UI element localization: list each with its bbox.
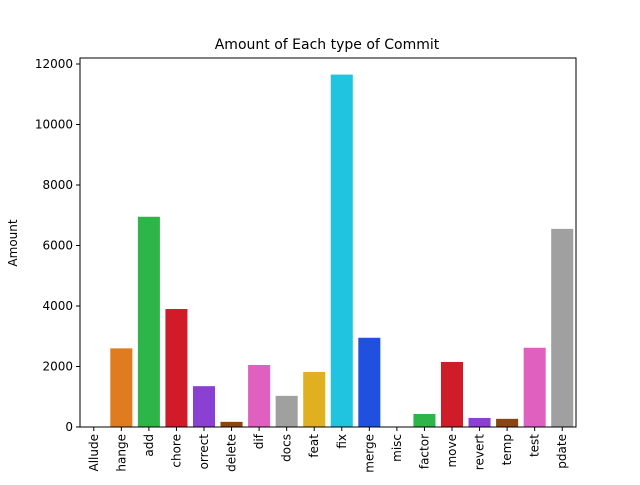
bar-factor xyxy=(413,413,436,427)
x-tick-label: move xyxy=(445,434,459,468)
x-tick-label: misc xyxy=(390,434,404,462)
y-tick-label: 8000 xyxy=(42,178,73,192)
bar-merge xyxy=(358,337,381,427)
y-tick-label: 0 xyxy=(65,420,73,434)
x-tick-label: revert xyxy=(473,434,487,470)
y-tick-label: 12000 xyxy=(35,57,73,71)
x-tick-label: factor xyxy=(417,434,431,469)
bar-dif xyxy=(248,364,271,427)
bar-delete xyxy=(220,421,243,427)
y-axis: 0 2000 4000 6000 8000 10000 12000 xyxy=(35,57,80,434)
plot-frame xyxy=(79,57,577,428)
bar-orrect xyxy=(192,386,216,427)
bar-chore xyxy=(165,309,188,427)
bar-docs xyxy=(275,395,298,427)
bar-move xyxy=(440,361,464,427)
y-tick-label: 4000 xyxy=(42,299,73,313)
x-axis: Allude hange add chore orrect delete dif docs fe… xyxy=(87,427,569,473)
x-tick-label: merge xyxy=(362,434,376,473)
bar-pdate xyxy=(551,228,574,427)
x-tick-label: docs xyxy=(280,434,294,462)
bars-layer xyxy=(110,74,574,427)
x-tick-label: fix xyxy=(335,434,349,449)
x-tick-label: add xyxy=(142,434,156,457)
y-tick-label: 10000 xyxy=(35,118,73,132)
bar-temp xyxy=(496,418,519,427)
bar-fix xyxy=(330,74,353,427)
x-tick-label: hange xyxy=(114,434,128,472)
x-tick-label: temp xyxy=(500,434,514,465)
x-tick-label: delete xyxy=(225,434,239,472)
x-tick-label: test xyxy=(528,434,542,457)
bar-feat xyxy=(303,371,326,427)
bar-revert xyxy=(468,417,491,427)
x-tick-label: feat xyxy=(307,434,321,458)
x-tick-label: chore xyxy=(169,434,183,468)
bar-test xyxy=(523,347,546,427)
y-tick-label: 6000 xyxy=(42,239,73,253)
x-tick-label: orrect xyxy=(197,434,211,470)
x-tick-label: Allude xyxy=(87,434,101,471)
y-axis-label: Amount xyxy=(6,219,20,266)
y-tick-label: 2000 xyxy=(42,360,73,374)
x-tick-label: pdate xyxy=(555,434,569,469)
x-tick-label: dif xyxy=(252,433,266,449)
bar-hange xyxy=(110,348,133,427)
chart-title: Amount of Each type of Commit xyxy=(215,37,440,53)
bar-add xyxy=(137,216,160,427)
